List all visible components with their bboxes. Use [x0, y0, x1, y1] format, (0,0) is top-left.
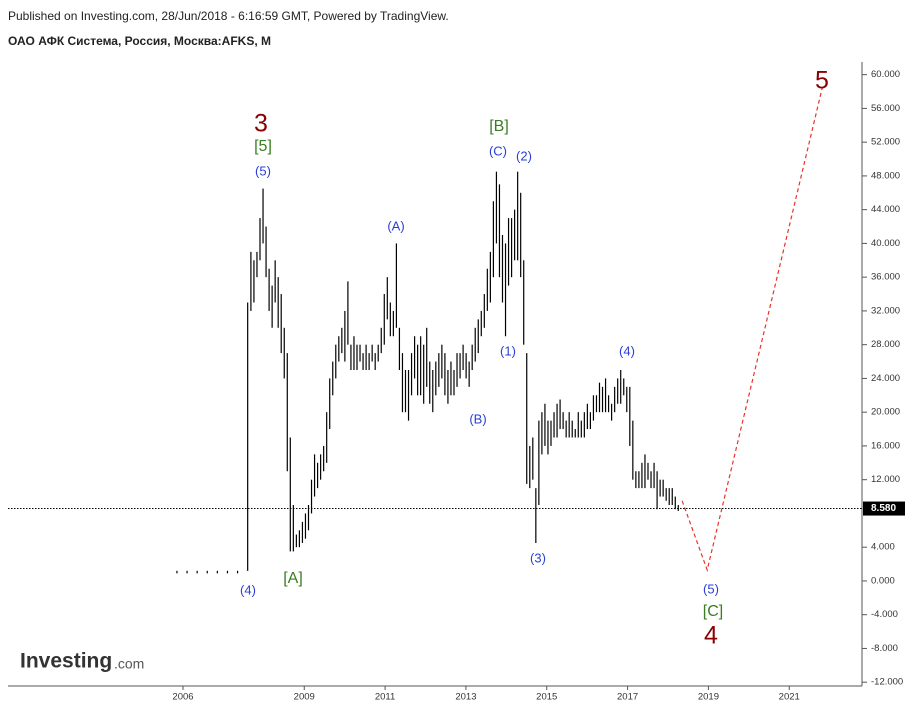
chart-title: ОАО АФК Система, Россия, Москва:AFKS, M — [8, 34, 271, 48]
wave-label: 5 — [815, 67, 829, 95]
y-tick-label: -12.000 — [871, 677, 903, 688]
y-tick-label: 12.000 — [871, 474, 900, 485]
x-tick-label: 2011 — [375, 692, 395, 703]
wave-label: 3 — [254, 110, 268, 138]
y-tick-label: 36.000 — [871, 272, 900, 283]
x-tick-label: 2009 — [294, 692, 315, 703]
published-note: Published on Investing.com, 28/Jun/2018 … — [8, 9, 449, 23]
y-tick-label: -8.000 — [871, 643, 898, 654]
x-tick-label: 2015 — [536, 692, 557, 703]
y-tick-label: -4.000 — [871, 609, 898, 620]
y-tick-label: 60.000 — [871, 69, 900, 80]
wave-label: (5) — [703, 581, 719, 596]
x-tick-label: 2019 — [698, 692, 719, 703]
y-tick-label: 20.000 — [871, 407, 900, 418]
wave-label: [5] — [254, 138, 272, 155]
y-tick-label: 4.000 — [871, 542, 895, 553]
y-tick-label: 56.000 — [871, 103, 900, 114]
last-price-box — [863, 501, 905, 516]
wave-label: (3) — [530, 550, 546, 565]
wave-label: 4 — [704, 622, 718, 650]
projection-line — [681, 87, 823, 573]
wave-label: (C) — [489, 143, 507, 158]
y-tick-label: 28.000 — [871, 339, 900, 350]
y-tick-label: 44.000 — [871, 204, 900, 215]
y-tick-label: 40.000 — [871, 238, 900, 249]
y-tick-label: 0.000 — [871, 575, 895, 586]
wave-label: [A] — [283, 570, 303, 587]
wave-label: (B) — [469, 411, 486, 426]
wave-label: (2) — [516, 148, 532, 163]
y-tick-label: 32.000 — [871, 305, 900, 316]
wave-label: (A) — [387, 218, 404, 233]
wave-label: [B] — [489, 118, 509, 135]
logo: Investing — [20, 650, 112, 673]
y-tick-label: 16.000 — [871, 440, 900, 451]
last-price-label: 8.580 — [871, 503, 896, 514]
wave-label: (1) — [500, 343, 516, 358]
x-tick-label: 2006 — [172, 692, 193, 703]
wave-label: (4) — [240, 582, 256, 597]
y-tick-label: 52.000 — [871, 137, 900, 148]
wave-label: [C] — [703, 603, 723, 620]
x-tick-label: 2013 — [455, 692, 476, 703]
wave-label: (4) — [619, 343, 635, 358]
y-tick-label: 48.000 — [871, 170, 900, 181]
x-tick-label: 2017 — [617, 692, 638, 703]
x-tick-label: 2021 — [779, 692, 800, 703]
y-tick-label: 24.000 — [871, 373, 900, 384]
wave-label: (5) — [255, 163, 271, 178]
logo-suffix: .com — [114, 656, 144, 672]
